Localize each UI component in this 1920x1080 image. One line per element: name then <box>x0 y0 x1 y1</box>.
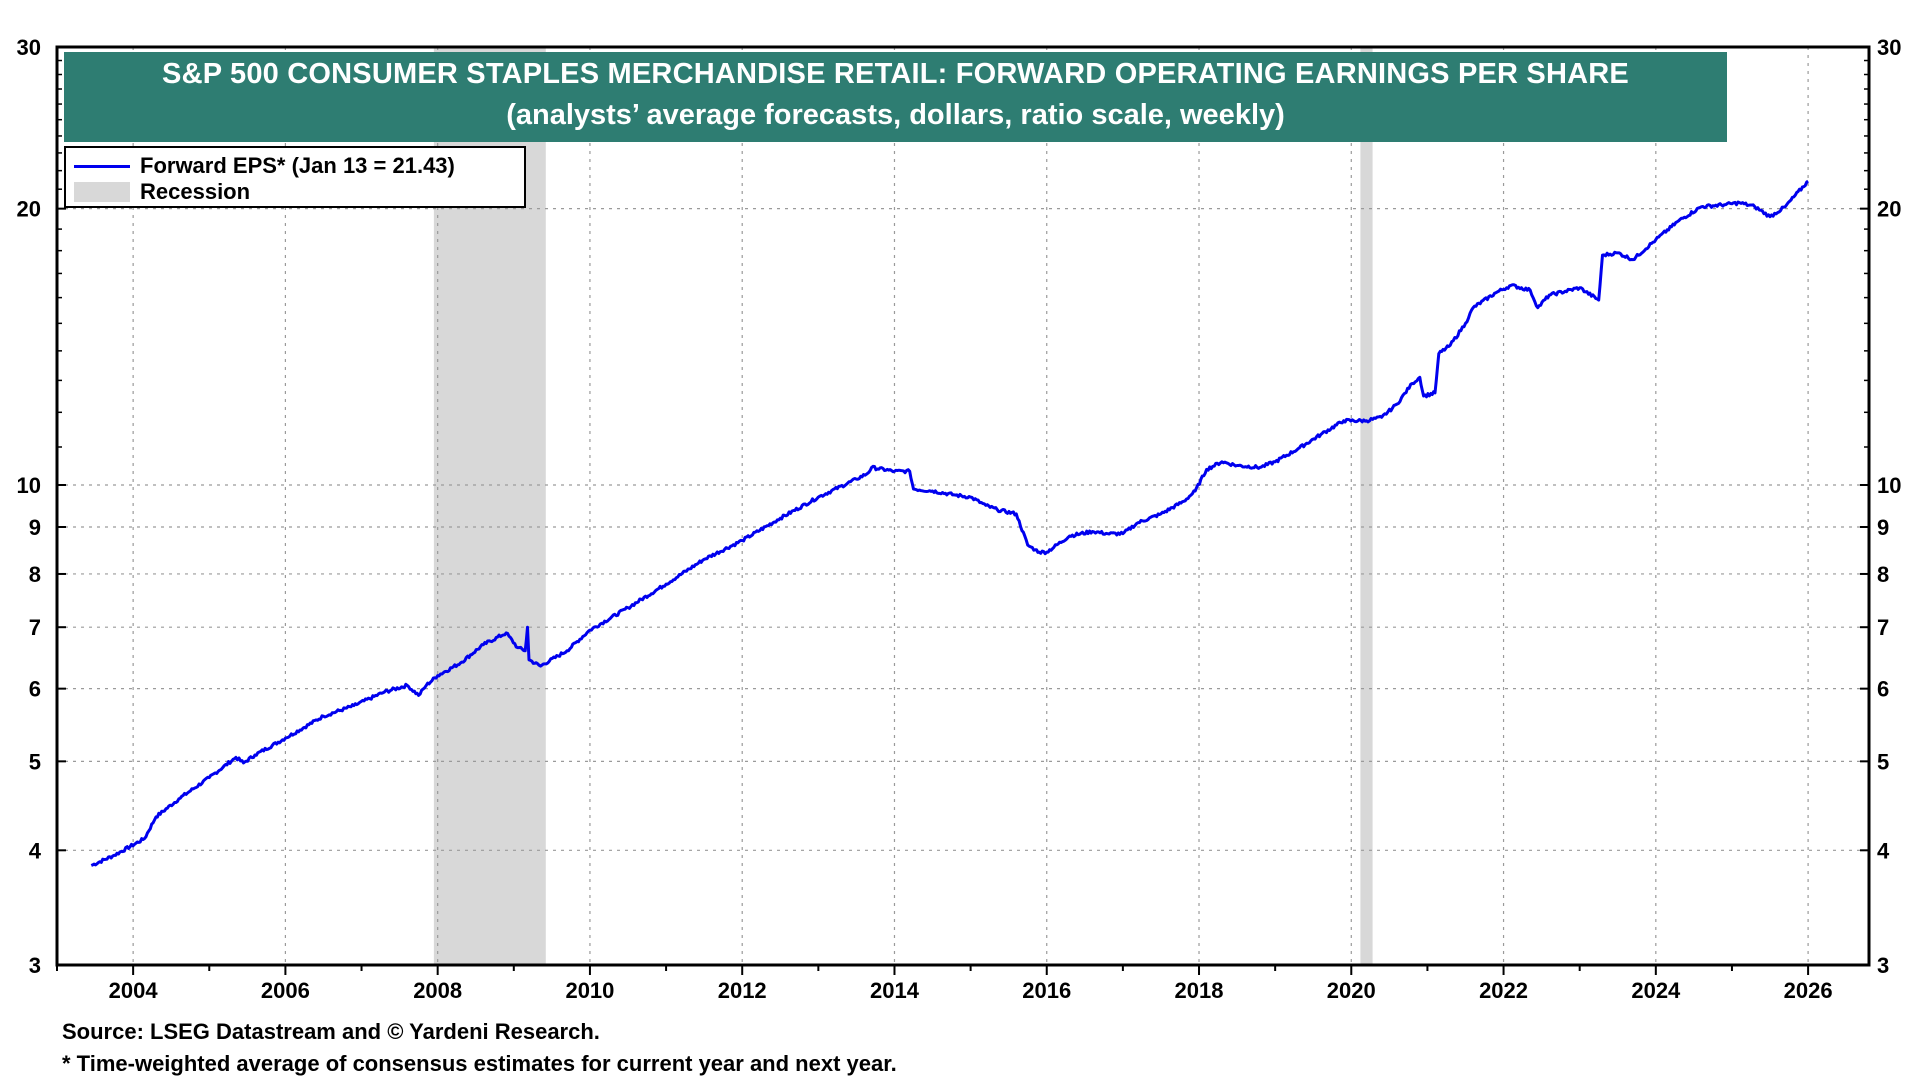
x-tick-label: 2006 <box>261 978 310 1003</box>
y-tick-label-left: 3 <box>29 953 41 978</box>
y-axis-left: 3 4 5 6 7 8 9 10 20 30 <box>17 35 66 978</box>
y-tick-label-right: 10 <box>1877 473 1901 498</box>
legend-recession-label: Recession <box>140 179 251 204</box>
y-tick-label-right: 3 <box>1877 953 1889 978</box>
x-tick-label: 2020 <box>1327 978 1376 1003</box>
y-tick-label-left: 6 <box>29 677 41 702</box>
y-tick-label-left: 7 <box>29 615 41 640</box>
y-tick-label-right: 8 <box>1877 562 1889 587</box>
y-tick-label-left: 20 <box>17 197 41 222</box>
y-tick-label-left: 5 <box>29 749 41 774</box>
source-note: Source: LSEG Datastream and © Yardeni Re… <box>62 1019 600 1044</box>
x-tick-label: 2026 <box>1784 978 1833 1003</box>
x-tick-label: 2016 <box>1022 978 1071 1003</box>
x-tick-label: 2012 <box>718 978 767 1003</box>
x-tick-label: 2024 <box>1631 978 1681 1003</box>
y-tick-label-left: 10 <box>17 473 41 498</box>
chart-title-banner: S&P 500 CONSUMER STAPLES MERCHANDISE RET… <box>64 52 1727 142</box>
series-line-forward-eps <box>90 179 1809 867</box>
legend-line-swatch <box>74 164 130 168</box>
legend-forward-eps-label: Forward EPS* (Jan 13 = 21.43) <box>140 153 455 178</box>
footnote: * Time-weighted average of consensus est… <box>62 1051 897 1076</box>
y-axis-right: 3 4 5 6 7 8 9 10 20 30 <box>1860 35 1901 978</box>
legend-recession-swatch <box>74 182 130 202</box>
chart-title: S&P 500 CONSUMER STAPLES MERCHANDISE RET… <box>162 58 1629 90</box>
plot-frame <box>55 45 1871 967</box>
legend-item-recession: Recession <box>74 179 250 205</box>
x-tick-label: 2018 <box>1175 978 1224 1003</box>
y-tick-label-left: 8 <box>29 562 41 587</box>
x-tick-label: 2004 <box>109 978 159 1003</box>
y-tick-label-right: 6 <box>1877 677 1889 702</box>
y-tick-label-left: 9 <box>29 515 41 540</box>
chart-subtitle: (analysts’ average forecasts, dollars, r… <box>506 99 1285 131</box>
x-tick-label: 2014 <box>870 978 920 1003</box>
recession-shading-layer <box>433 47 1373 965</box>
y-tick-label-right: 7 <box>1877 615 1889 640</box>
y-tick-label-right: 30 <box>1877 35 1901 60</box>
y-tick-label-right: 4 <box>1877 838 1890 863</box>
x-tick-label: 2010 <box>565 978 614 1003</box>
y-tick-label-right: 5 <box>1877 749 1889 774</box>
recession-band-2 <box>1360 47 1373 965</box>
x-tick-label: 2008 <box>413 978 462 1003</box>
y-tick-label-right: 20 <box>1877 197 1901 222</box>
y-tick-label-left: 4 <box>29 838 42 863</box>
legend-item-forward-eps: Forward EPS* (Jan 13 = 21.43) <box>74 153 455 179</box>
gridlines <box>57 47 1869 965</box>
series-layer <box>90 179 1809 867</box>
x-tick-label: 2022 <box>1479 978 1528 1003</box>
y-tick-label-left: 30 <box>17 35 41 60</box>
legend: Forward EPS* (Jan 13 = 21.43) Recession <box>64 146 526 208</box>
y-tick-label-right: 9 <box>1877 515 1889 540</box>
x-axis: 2004 2006 2008 2010 2012 2014 2016 2018 2020 2022… <box>56 965 1833 1003</box>
